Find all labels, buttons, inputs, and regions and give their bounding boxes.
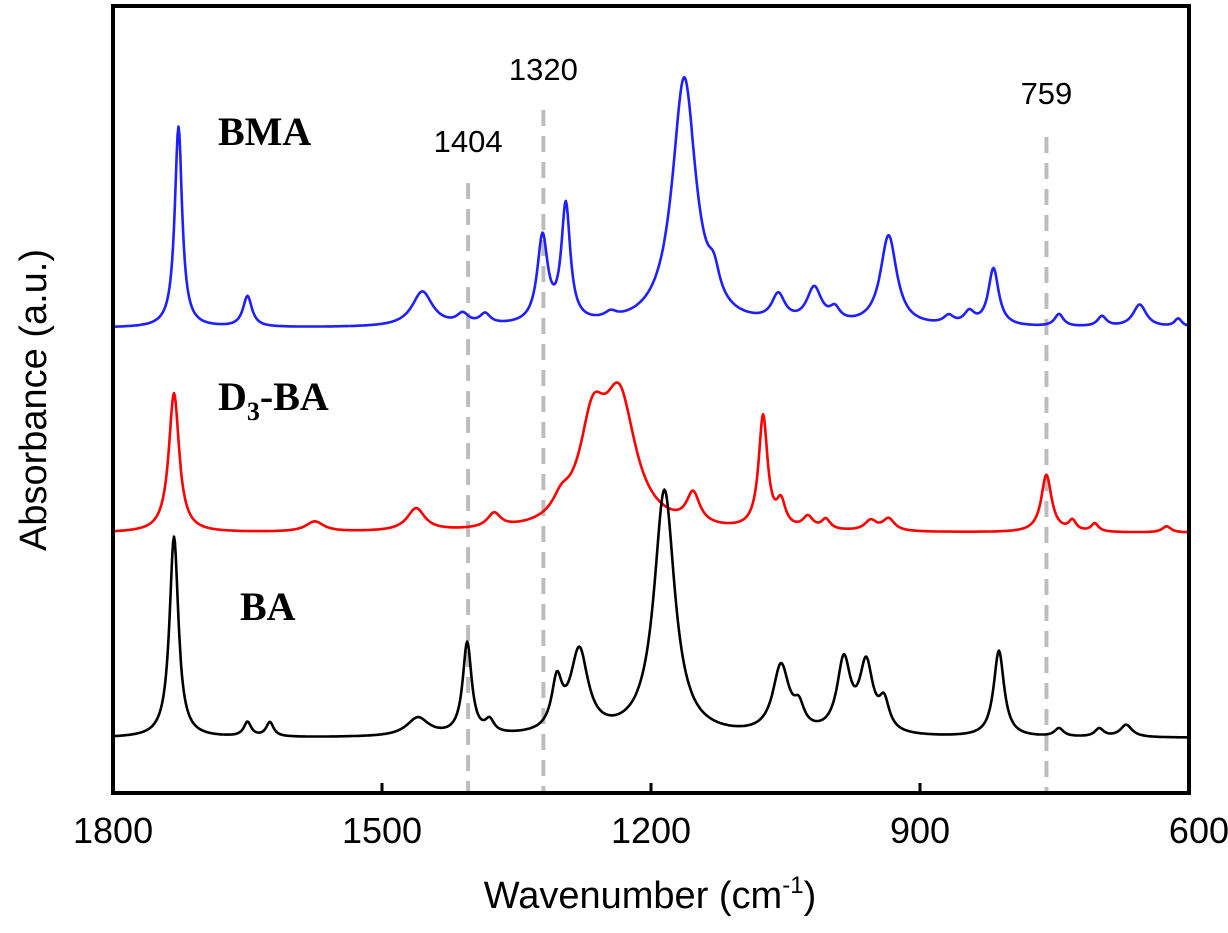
- series-labels: BMA D3-BA BA: [218, 109, 329, 629]
- x-axis-title-sup: -1: [782, 872, 803, 899]
- y-axis-title: Absorbance (a.u.): [13, 249, 55, 551]
- series-line-bma: [112, 75, 1190, 328]
- x-tick-label: 1500: [342, 810, 422, 851]
- x-tick-label: 1800: [73, 810, 153, 851]
- series-line-ba: [112, 488, 1190, 739]
- reference-lines: [466, 110, 1049, 793]
- spectra: [112, 75, 1190, 739]
- x-tick-label: 1200: [611, 810, 691, 851]
- series-label: BMA: [218, 109, 311, 154]
- series-label-name: D: [218, 374, 247, 419]
- series-label: D3-BA: [218, 374, 329, 426]
- x-axis-title: Wavenumber (cm-1): [484, 872, 816, 917]
- annotations: 1404 1320 759: [434, 52, 1073, 159]
- x-tick-label: 600: [1169, 810, 1228, 851]
- x-axis-title-close: ): [804, 875, 817, 917]
- x-ticks: 1800 1500 1200 900 600: [73, 783, 1228, 851]
- series-label-name: BA: [240, 584, 296, 629]
- x-tick-label: 900: [890, 810, 950, 851]
- x-axis-title-main: Wavenumber (cm: [484, 875, 782, 917]
- series-label-name: BMA: [218, 109, 311, 154]
- series-label-suffix: -BA: [260, 374, 329, 419]
- reference-label-759: 759: [1021, 76, 1073, 111]
- reference-label-1404: 1404: [434, 124, 503, 159]
- series-label-sub: 3: [247, 397, 260, 426]
- series-label: BA: [240, 584, 296, 629]
- reference-label-1320: 1320: [509, 52, 578, 87]
- series-line-d3-ba: [112, 381, 1190, 534]
